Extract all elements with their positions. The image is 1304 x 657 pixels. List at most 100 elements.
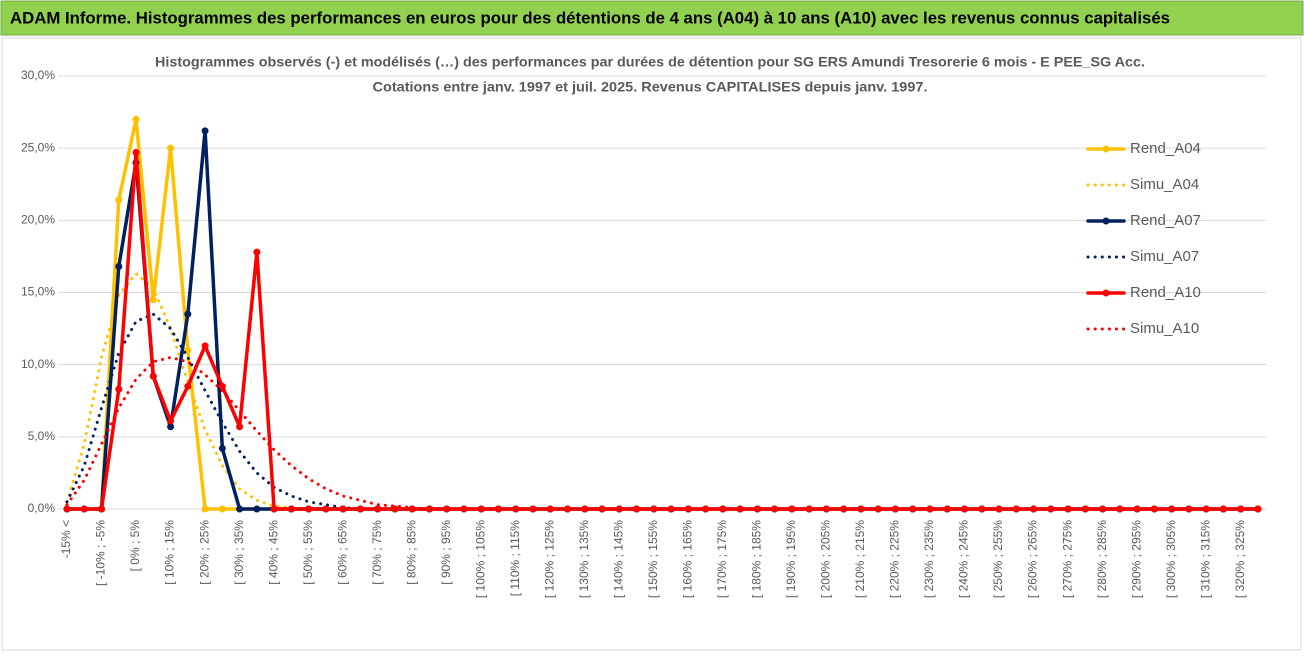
x-tick-label: [ 310% ; 315% [1198,520,1212,598]
point [926,505,934,513]
x-tick-label: [ 260% ; 265% [1026,520,1040,598]
x-tick-label: [ 240% ; 245% [957,520,971,598]
point [684,505,692,513]
legend-marker [1102,145,1110,153]
y-tick-label: 5,0% [28,429,56,443]
point [63,505,71,513]
point [1237,505,1245,513]
point [961,505,969,513]
point [218,382,226,390]
legend-label: Rend_A07 [1130,212,1201,229]
point [115,196,123,204]
header: ADAM Informe. Histogrammes des performan… [10,8,1170,27]
y-tick-label: 10,0% [21,357,55,371]
x-tick-label: [ 20% ; 25% [197,520,211,585]
legend-marker [1102,289,1110,297]
point [840,505,848,513]
point [995,505,1003,513]
point [805,505,813,513]
x-tick-label: [ 120% ; 125% [542,520,556,598]
series-line [65,355,1260,511]
point [149,372,157,380]
x-tick-label: [ 290% ; 295% [1129,520,1143,598]
point [167,417,175,425]
point [218,444,226,452]
x-tick-label: [ 270% ; 275% [1060,520,1074,598]
x-tick-label: [ 60% ; 65% [335,520,349,585]
point [909,505,917,513]
point [184,382,192,390]
point [132,148,140,156]
point [201,342,209,350]
y-tick-label: 0,0% [28,501,56,515]
point [1168,505,1176,513]
legend-label: Rend_A04 [1130,140,1201,157]
point [719,505,727,513]
point [374,505,382,513]
x-tick-label: [ 300% ; 305% [1164,520,1178,598]
chart-subtitle: Cotations entre janv. 1997 et juil. 2025… [373,79,928,95]
point [667,505,675,513]
x-tick-label: [ 150% ; 155% [646,520,660,598]
point [339,505,347,513]
point [425,505,433,513]
point [546,505,554,513]
point [1150,505,1158,513]
x-tick-label: [ 90% ; 95% [439,520,453,585]
x-tick-label: [ 0% ; 5% [128,520,142,572]
point [167,144,175,152]
point [322,505,330,513]
y-tick-label: 20,0% [21,213,55,227]
y-tick-label: 30,0% [21,68,55,82]
point [391,505,399,513]
x-tick-label: [ 230% ; 235% [922,520,936,598]
x-tick-label: [ -10% ; -5% [94,520,108,586]
point [1254,505,1262,513]
x-tick-label: [ 40% ; 45% [266,520,280,585]
x-tick-label: [ 160% ; 165% [681,520,695,598]
point [253,505,261,513]
point [443,505,451,513]
x-tick-label: [ 210% ; 215% [853,520,867,598]
x-tick-label: [ 140% ; 145% [611,520,625,598]
point [788,505,796,513]
point [167,423,175,431]
x-tick-label: [ 50% ; 55% [301,520,315,585]
point [98,505,106,513]
point [874,505,882,513]
x-tick-label: [ 100% ; 105% [473,520,487,598]
legend-label: Simu_A07 [1130,248,1199,265]
point [633,505,641,513]
point [753,505,761,513]
chart-title: Histogrammes observés (-) et modélisés (… [155,54,1145,70]
point [149,296,157,304]
point [115,385,123,393]
x-tick-label: [ 180% ; 185% [750,520,764,598]
point [132,115,140,123]
point [253,248,261,256]
point [1202,505,1210,513]
point [115,263,123,271]
point [270,505,278,513]
x-tick-label: [ 70% ; 75% [370,520,384,585]
point [80,505,88,513]
point [1030,505,1038,513]
x-tick-label: -15% < [59,520,73,558]
point [598,505,606,513]
point [1047,505,1055,513]
x-tick-label: [ 320% ; 325% [1233,520,1247,598]
point [236,505,244,513]
point [564,505,572,513]
x-tick-label: [ 110% ; 115% [508,520,522,597]
point [218,505,226,513]
point [236,423,244,431]
x-tick-label: [ 220% ; 225% [888,520,902,598]
x-tick-label: [ 170% ; 175% [715,520,729,598]
x-tick-label: [ 190% ; 195% [784,520,798,598]
point [512,505,520,513]
x-tick-label: [ 30% ; 35% [232,520,246,585]
y-tick-label: 25,0% [21,140,55,154]
chart-border [1,37,1302,651]
point [356,505,364,513]
